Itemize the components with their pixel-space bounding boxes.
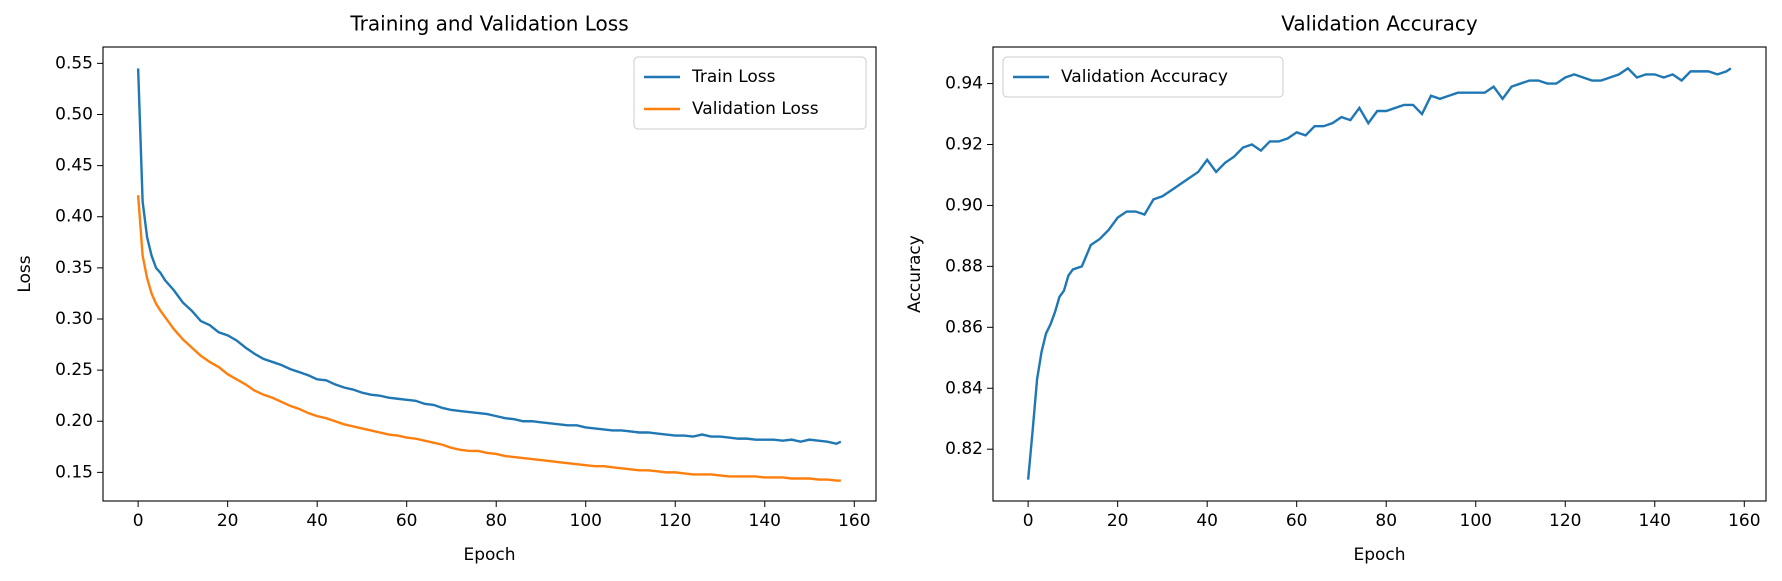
y-axis-label: Accuracy xyxy=(905,235,925,313)
data-line xyxy=(136,68,842,446)
legend-box xyxy=(1002,56,1284,98)
x-tick-label: 120 xyxy=(1549,511,1581,531)
y-tick-label: 0.45 xyxy=(55,156,93,176)
x-tick-label: 60 xyxy=(1286,511,1308,531)
y-tick-label: 0.35 xyxy=(55,258,93,278)
legend-label: Validation Loss xyxy=(692,99,819,119)
x-tick-label: 100 xyxy=(570,511,602,531)
x-tick-label: 140 xyxy=(1639,511,1671,531)
y-tick-label: 0.55 xyxy=(55,53,93,73)
y-tick-label: 0.30 xyxy=(55,309,93,329)
y-tick-label: 0.88 xyxy=(945,256,983,276)
y-tick-label: 0.94 xyxy=(945,74,983,94)
data-line xyxy=(136,195,841,482)
x-tick-label: 120 xyxy=(659,511,691,531)
chart-title: Training and Validation Loss xyxy=(349,12,628,36)
y-tick-label: 0.50 xyxy=(55,104,93,124)
y-tick-label: 0.90 xyxy=(945,195,983,215)
x-tick-label: 40 xyxy=(306,511,328,531)
y-tick-label: 0.92 xyxy=(945,135,983,155)
x-tick-label: 40 xyxy=(1196,511,1218,531)
axes-frame xyxy=(102,46,877,502)
axes-frame xyxy=(992,46,1767,502)
x-tick-label: 160 xyxy=(1728,511,1760,531)
x-tick-label: 20 xyxy=(217,511,239,531)
y-tick-label: 0.25 xyxy=(55,360,93,380)
x-tick-label: 0 xyxy=(133,511,144,531)
x-tick-label: 140 xyxy=(749,511,781,531)
data-line xyxy=(1026,66,1732,480)
legend-label: Train Loss xyxy=(691,67,776,87)
y-tick-label: 0.40 xyxy=(55,207,93,227)
y-tick-label: 0.15 xyxy=(55,462,93,482)
x-axis-label: Epoch xyxy=(463,545,515,565)
x-axis-label: Epoch xyxy=(1353,545,1405,565)
x-tick-label: 100 xyxy=(1460,511,1492,531)
y-tick-label: 0.82 xyxy=(945,439,983,459)
legend-label: Validation Accuracy xyxy=(1061,67,1228,87)
x-tick-label: 20 xyxy=(1107,511,1129,531)
y-tick-label: 0.84 xyxy=(945,378,983,398)
y-axis-label: Loss xyxy=(15,255,35,292)
y-tick-label: 0.86 xyxy=(945,317,983,337)
x-tick-label: 0 xyxy=(1023,511,1034,531)
x-tick-label: 160 xyxy=(838,511,870,531)
x-tick-label: 60 xyxy=(396,511,418,531)
chart-title: Validation Accuracy xyxy=(1281,12,1478,36)
y-tick-label: 0.20 xyxy=(55,411,93,431)
legend: Validation Accuracy xyxy=(1002,56,1284,98)
legend-box xyxy=(633,56,867,130)
legend: Train Loss Validation Loss xyxy=(633,56,867,130)
x-tick-label: 80 xyxy=(485,511,507,531)
x-tick-label: 80 xyxy=(1375,511,1397,531)
